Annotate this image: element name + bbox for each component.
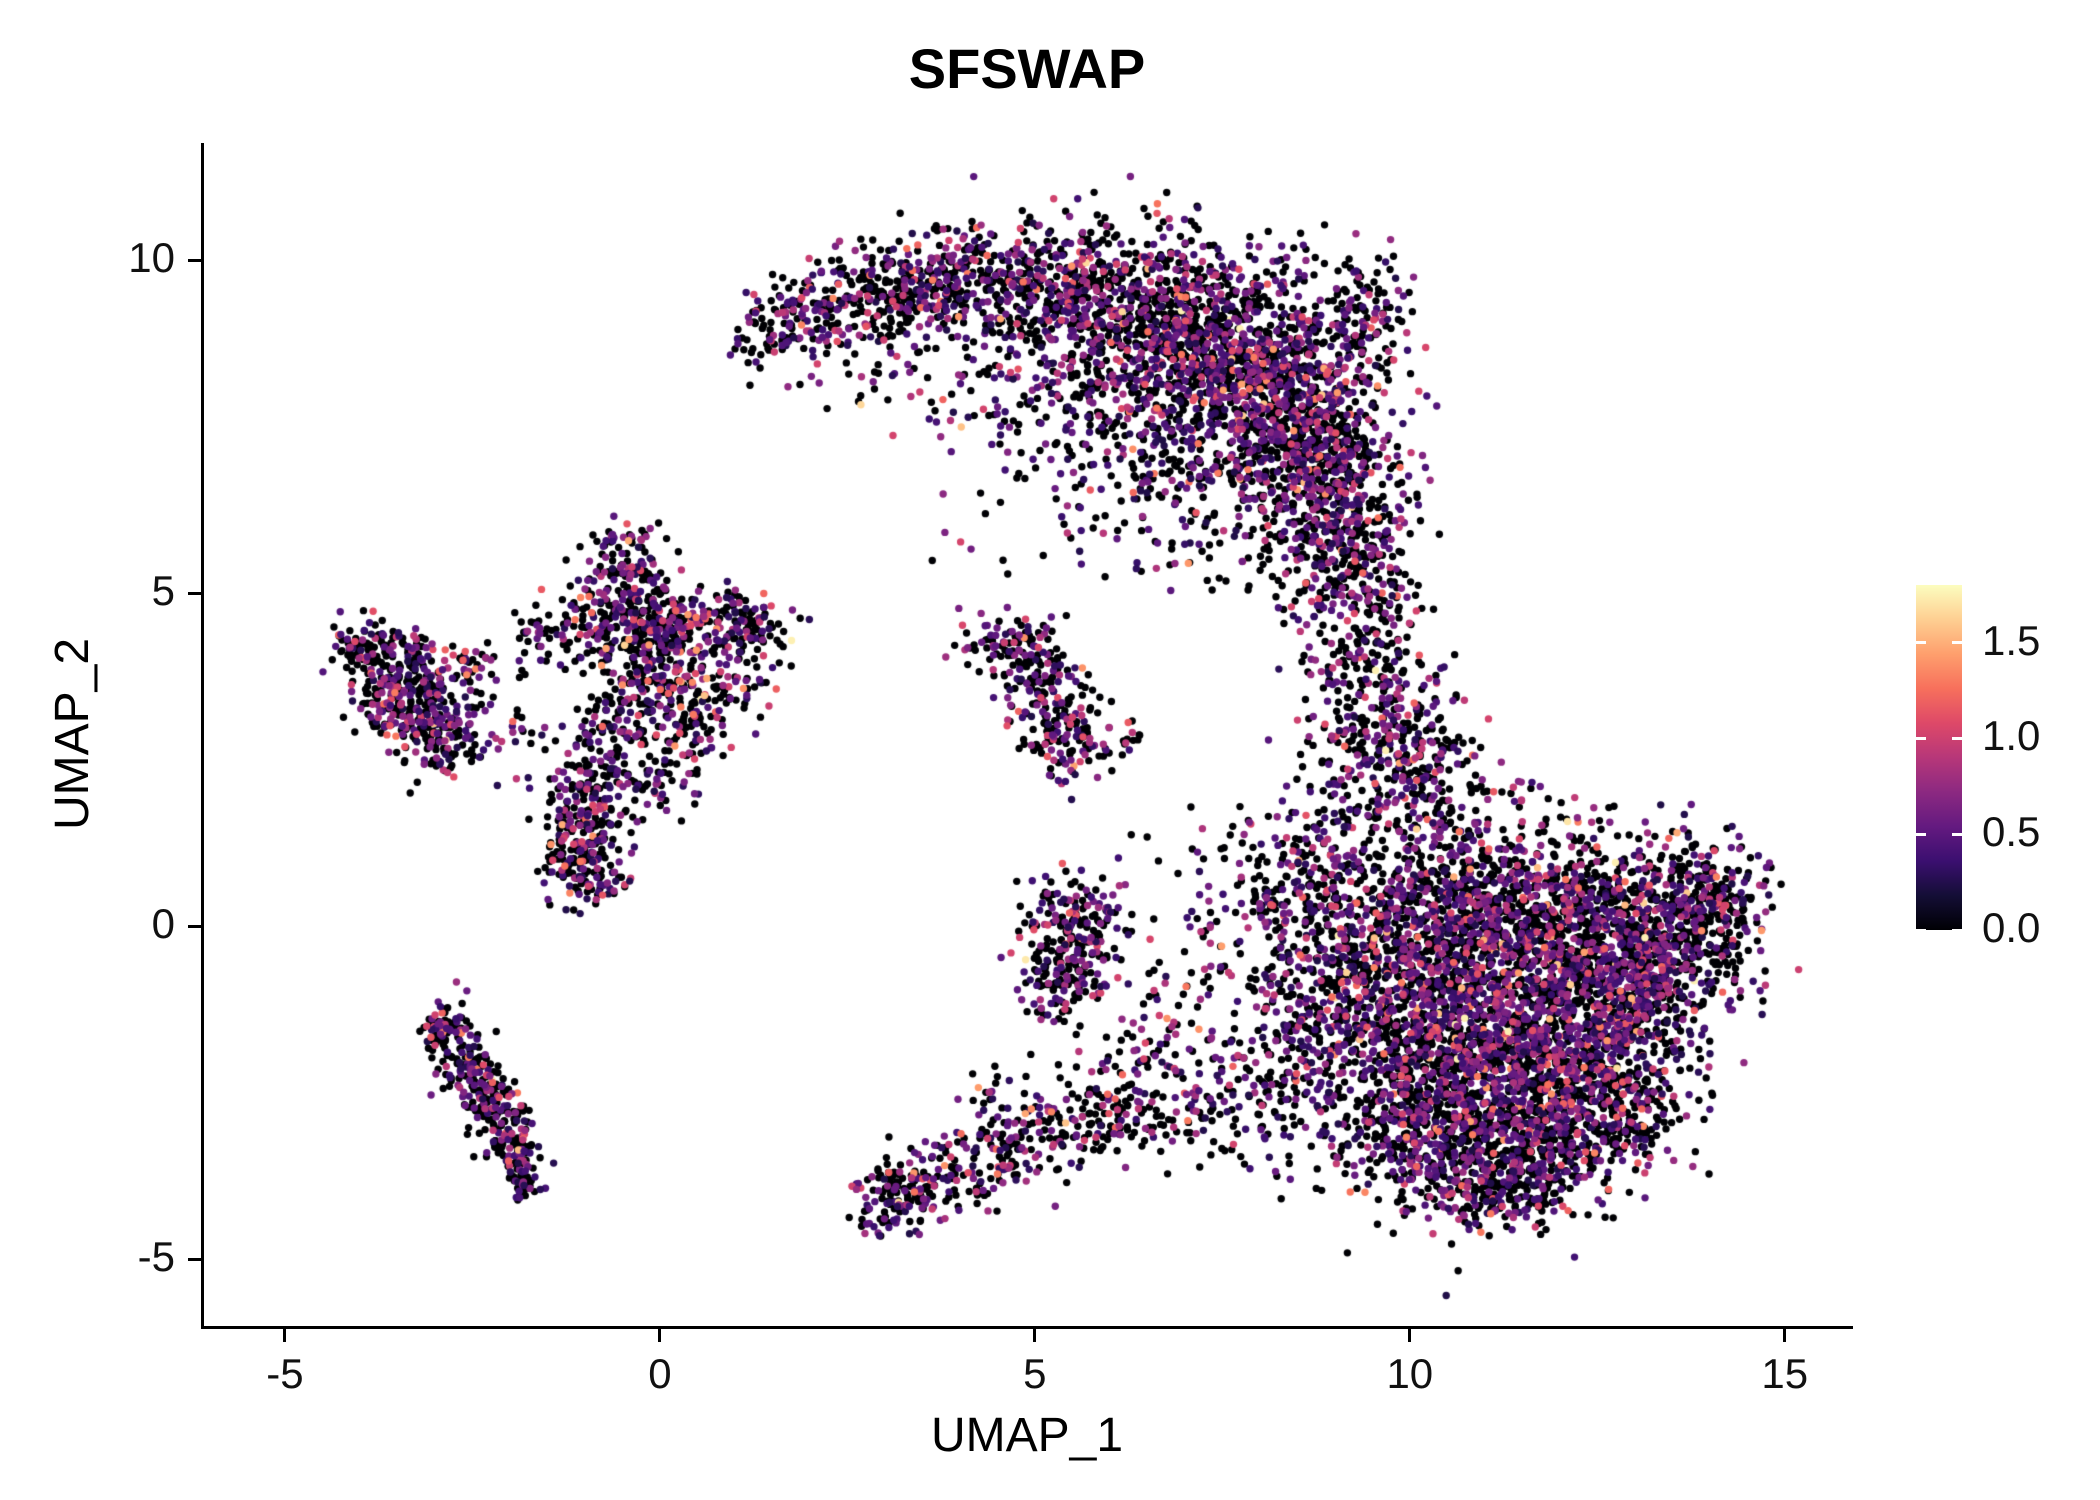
- x-axis-tick: [658, 1329, 662, 1342]
- colorbar-tick-label: 0.0: [1982, 904, 2041, 951]
- plot-title: SFSWAP: [908, 37, 1146, 100]
- colorbar-tick: [1952, 928, 1962, 932]
- colorbar-tick: [1952, 736, 1962, 740]
- colorbar-tick: [1916, 641, 1926, 644]
- colorbar-tick: [1916, 832, 1926, 836]
- y-axis-line: [201, 143, 204, 1329]
- colorbar-gradient: [1916, 585, 1962, 930]
- colorbar-tick-label: 1.5: [1982, 616, 2041, 664]
- x-axis-tick: [1408, 1329, 1412, 1342]
- scatter-canvas: [204, 143, 1850, 1326]
- y-axis-tick-label: -5: [137, 1233, 175, 1281]
- x-axis-tick: [1033, 1329, 1037, 1342]
- x-axis-tick-label: 5: [1023, 1350, 1047, 1397]
- colorbar-tick-label: 1.0: [1982, 712, 2041, 760]
- colorbar-tick: [1952, 641, 1962, 644]
- colorbar-tick: [1952, 832, 1962, 836]
- y-axis-tick: [188, 258, 201, 262]
- colorbar-tick: [1916, 736, 1926, 740]
- y-axis-tick-label: 0: [151, 900, 175, 948]
- colorbar-tick-label: 0.5: [1982, 808, 2041, 856]
- colorbar-tick: [1916, 928, 1926, 932]
- y-axis-tick: [188, 924, 201, 928]
- x-axis-tick: [283, 1329, 287, 1342]
- y-axis-tick-label: 5: [151, 567, 175, 615]
- x-axis-tick-label: 10: [1386, 1350, 1434, 1397]
- x-axis-tick: [1783, 1329, 1787, 1342]
- y-axis-tick: [188, 591, 201, 595]
- x-axis-tick-label: -5: [266, 1350, 304, 1397]
- x-axis-title: UMAP_1: [930, 1409, 1124, 1462]
- x-axis-line: [201, 1326, 1853, 1329]
- y-axis-tick-label: 10: [128, 234, 175, 282]
- x-axis-tick-label: 15: [1761, 1350, 1809, 1397]
- x-axis-tick-label: 0: [648, 1350, 672, 1397]
- y-axis-tick: [188, 1257, 201, 1261]
